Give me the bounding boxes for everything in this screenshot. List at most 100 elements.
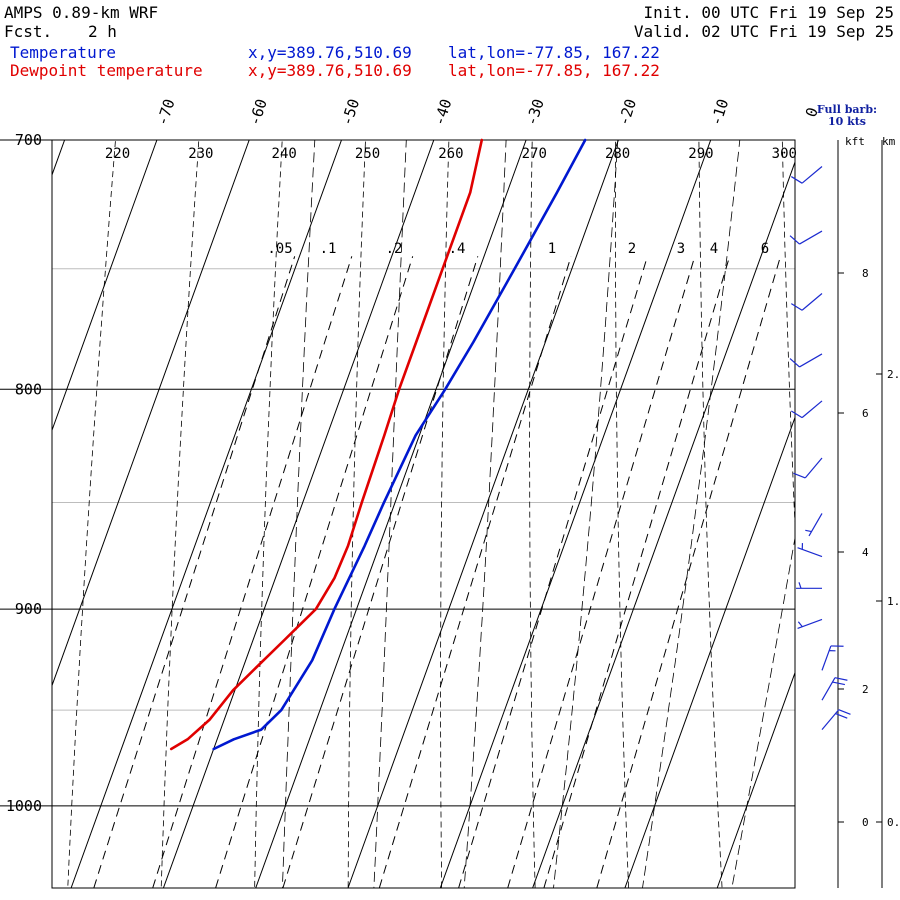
isotherm-label: -60	[245, 97, 270, 128]
wind-barb	[805, 513, 823, 537]
mixing-ratio-label: 6	[761, 241, 769, 257]
barb-note-line1: Full barb:	[816, 103, 878, 116]
mixing-ratio-line	[152, 256, 353, 888]
wind-barbs	[789, 166, 851, 731]
mixing-ratio-label: 1	[548, 241, 556, 257]
model-title: AMPS 0.89-km WRF	[4, 3, 159, 22]
legend-temperature-xy: x,y=389.76,510.69	[248, 43, 412, 62]
isotherm-label: -10	[707, 97, 732, 128]
isotherm	[347, 140, 619, 888]
moist-adiabat	[281, 140, 316, 888]
dry-adiabat	[529, 140, 536, 888]
isotherm	[716, 671, 795, 888]
isotherm-label: 0	[802, 105, 822, 119]
moist-adiabat	[642, 140, 741, 888]
isotherm	[255, 140, 527, 888]
barb-note-line2: 10 kts	[827, 115, 867, 128]
legend-temperature-label: Temperature	[10, 43, 116, 62]
dry-adiabat	[254, 140, 283, 888]
km-tick-label: 0.	[887, 816, 900, 829]
wind-barb	[797, 618, 823, 629]
mixing-ratio-line	[378, 256, 572, 888]
isotherm	[162, 140, 435, 888]
theta-label: 270	[522, 146, 547, 162]
isotherm-label: -40	[430, 97, 455, 128]
dry-adiabat	[781, 140, 795, 533]
kft-tick-label: 4	[862, 546, 869, 559]
moist-adiabat	[553, 140, 619, 888]
theta-label: 220	[105, 146, 130, 162]
dry-adiabat	[160, 140, 200, 888]
mixing-ratio-line	[458, 256, 648, 888]
theta-label: 260	[438, 146, 463, 162]
plot-frame	[51, 139, 796, 889]
moist-adiabat	[373, 140, 407, 888]
wind-barb	[790, 293, 823, 311]
wind-barb	[790, 400, 823, 419]
isotherm	[52, 140, 66, 177]
dry-adiabat	[615, 140, 629, 888]
theta-label: 250	[355, 146, 380, 162]
mixing-ratio-line	[507, 256, 696, 888]
dry-adiabat	[698, 140, 723, 888]
theta-label: 280	[605, 146, 630, 162]
mixing-ratio-line	[282, 256, 479, 888]
mixing-ratio-label: .05	[267, 241, 292, 257]
legend-temperature-latlon: lat,lon=-77.85, 167.22	[448, 43, 660, 62]
wind-barb	[789, 353, 823, 368]
wind-barb	[796, 582, 822, 589]
wind-barb	[793, 457, 823, 479]
wind-barb	[821, 677, 848, 701]
kft-tick-label: 2	[862, 683, 869, 696]
moist-adiabat	[463, 140, 507, 888]
isotherm	[52, 140, 158, 432]
legend-dewpoint-label: Dewpoint temperature	[10, 61, 203, 80]
mixing-ratio-label: 4	[710, 241, 718, 257]
mixing-ratio-line	[543, 256, 731, 888]
pressure-label: 700	[15, 131, 42, 149]
km-axis-label: km	[882, 135, 896, 148]
isotherm	[532, 160, 795, 888]
legend-dewpoint-latlon: lat,lon=-77.85, 167.22	[448, 61, 660, 80]
wind-barb	[821, 709, 851, 731]
mixing-ratio-label: 3	[677, 241, 685, 257]
dewpoint-trace	[169, 138, 484, 751]
kft-tick-label: 6	[862, 407, 869, 420]
isotherm	[52, 140, 250, 687]
kft-tick-label: 8	[862, 267, 869, 280]
mixing-ratio-label: .4	[449, 241, 466, 257]
dry-adiabat	[67, 140, 116, 888]
isotherm	[439, 140, 712, 888]
kft-tick-label: 0	[862, 816, 869, 829]
kft-axis-label: kft	[845, 135, 865, 148]
temperature-trace	[212, 138, 587, 751]
pressure-label: 1000	[6, 797, 42, 815]
init-time: Init. 00 UTC Fri 19 Sep 25	[643, 3, 894, 22]
isotherm	[70, 140, 342, 888]
mixing-ratio-label: 2	[628, 241, 636, 257]
valid-time: Valid. 02 UTC Fri 19 Sep 25	[633, 22, 894, 41]
mixing-ratio-label: .2	[386, 241, 403, 257]
moist-adiabat	[731, 535, 795, 888]
dry-adiabat	[347, 140, 366, 888]
wind-barb	[821, 645, 844, 671]
km-tick-label: 2.	[887, 368, 900, 381]
wind-barb	[797, 543, 823, 558]
dry-adiabat	[440, 140, 450, 888]
forecast-label: Fcst.	[4, 22, 53, 41]
mixing-ratio-label: .1	[320, 241, 337, 257]
km-tick-label: 1.	[887, 595, 900, 608]
pressure-label: 900	[15, 600, 42, 618]
isotherm-label: -50	[338, 97, 363, 128]
isotherm	[624, 415, 795, 888]
isotherm-label: -20	[615, 97, 640, 128]
legend-dewpoint-xy: x,y=389.76,510.69	[248, 61, 412, 80]
forecast-hour: 2 h	[88, 22, 117, 41]
isotherm-label: -30	[522, 97, 547, 128]
mixing-ratio-line	[93, 256, 296, 888]
theta-label: 300	[772, 146, 797, 162]
barb-note: Full barb: 10 kts	[802, 104, 892, 128]
theta-label: 240	[272, 146, 297, 162]
theta-label: 290	[688, 146, 713, 162]
